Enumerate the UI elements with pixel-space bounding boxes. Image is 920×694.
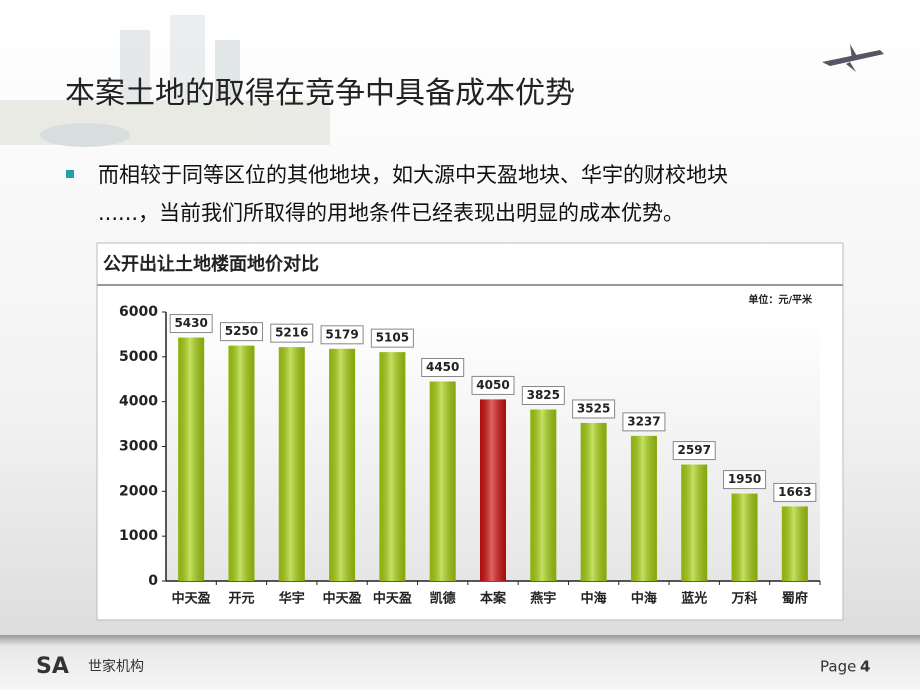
value-label-box (219, 322, 263, 342)
y-tick-label: 3000 (119, 439, 158, 455)
value-label: 1950 (728, 472, 761, 486)
bar-shine (480, 399, 506, 581)
x-tick-label: 中海 (631, 591, 657, 607)
unit-label: 单位：元/平米 (748, 293, 813, 306)
x-tick-label: 万科 (731, 591, 758, 607)
value-label-box (471, 375, 515, 395)
logo-mark: SA (36, 654, 69, 679)
y-tick-label: 6000 (119, 304, 158, 320)
x-tick-label: 凯德 (430, 591, 456, 607)
bar-shine (228, 345, 255, 581)
y-tick-label: 5000 (119, 349, 158, 365)
bar-shine (429, 381, 456, 581)
decoration (0, 15, 330, 147)
value-label: 1663 (778, 485, 811, 499)
chart-title: 公开出让土地楼面地价对比 (103, 253, 319, 275)
value-label-box (572, 399, 616, 419)
x-tick-label: 中天盈 (323, 591, 362, 607)
value-label-box (270, 323, 314, 343)
x-tick-label: 中海 (581, 591, 607, 607)
logo-name: 世家机构 (88, 658, 144, 675)
page-number: 4 (860, 658, 870, 676)
bullet-text: 而相较于同等区位的其他地块，如大源中天盈地块、华宇的财校地块 (98, 163, 728, 187)
value-label-box (320, 325, 364, 345)
x-tick-label: 燕宇 (530, 591, 556, 607)
value-label-box (723, 470, 767, 490)
value-label: 5179 (325, 327, 358, 341)
bar-shine (329, 348, 356, 581)
bar-shine (580, 422, 607, 581)
value-label-box (622, 412, 666, 432)
bar-shine (178, 337, 205, 581)
bar-shine (781, 506, 808, 581)
bullet-marker (66, 170, 74, 178)
bullet-text: ......，当前我们所取得的用地条件已经表现出明显的成本优势。 (98, 201, 684, 225)
x-tick-label: 蓝光 (681, 591, 707, 607)
footer (0, 635, 920, 690)
bar-shine (731, 493, 758, 581)
value-label: 4450 (426, 360, 459, 374)
x-tick-label: 华宇 (279, 591, 305, 607)
value-label: 3525 (577, 401, 610, 415)
value-label: 5105 (376, 331, 409, 345)
value-label-box (773, 482, 817, 502)
value-label-box (370, 328, 414, 348)
x-tick-label: 蜀府 (782, 591, 808, 607)
bar-shine (278, 347, 305, 581)
value-label: 3825 (527, 388, 560, 402)
value-label: 2597 (678, 443, 711, 457)
value-label-box (421, 357, 465, 377)
y-tick-label: 0 (148, 573, 158, 589)
bar-shine (379, 352, 406, 581)
x-tick-label: 开元 (228, 592, 254, 607)
value-label: 5250 (225, 324, 258, 338)
y-tick-label: 2000 (119, 483, 158, 499)
y-tick-label: 4000 (119, 394, 158, 410)
x-tick-label: 本案 (480, 591, 507, 607)
value-label-box (521, 386, 565, 406)
value-label: 4050 (476, 378, 509, 392)
bar-shine (630, 435, 657, 581)
value-label: 3237 (627, 414, 660, 428)
x-tick-label: 中天盈 (172, 591, 211, 607)
x-tick-label: 中天盈 (373, 591, 412, 607)
bar-shine (530, 409, 557, 581)
slide-title: 本案土地的取得在竞争中具备成本优势 (65, 76, 575, 111)
airplane (822, 44, 884, 72)
value-label: 5216 (275, 326, 308, 340)
y-tick-label: 1000 (119, 528, 158, 544)
value-label-box (169, 314, 213, 334)
value-label-box (672, 441, 716, 461)
value-label: 5430 (174, 316, 207, 330)
page-label: Page (820, 658, 856, 676)
bar-shine (681, 464, 708, 581)
